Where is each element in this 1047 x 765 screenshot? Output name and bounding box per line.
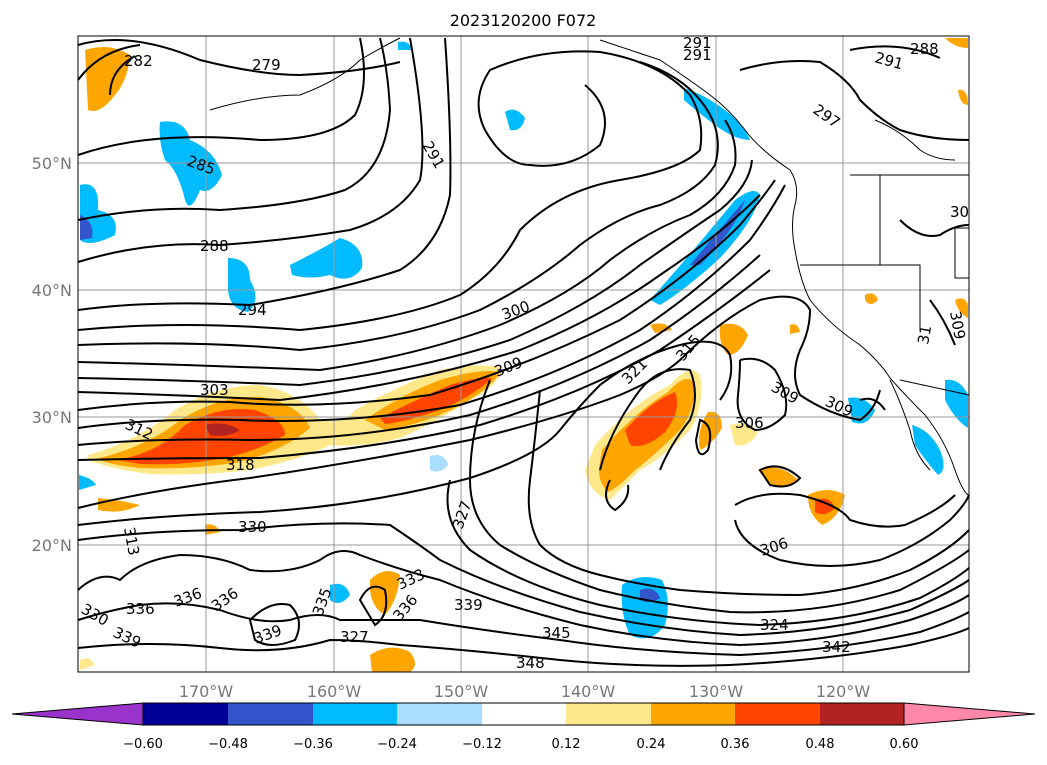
lat-label: 20°N [32,536,72,555]
colorbar: −0.60 −0.48 −0.36 −0.24 −0.12 0.12 0.24 … [11,702,1036,752]
lat-label: 40°N [32,281,72,300]
colorbar-extend-high [903,702,1036,726]
lat-label: 30°N [32,408,72,427]
contour-label: 306 [735,414,764,432]
contour-label: 318 [226,456,255,474]
colorbar-swatch [228,703,313,725]
lon-label: 140°W [561,682,616,701]
contour-label: 330 [238,518,267,536]
contour-label: 342 [822,638,851,656]
colorbar-tick: −0.24 [377,737,417,752]
contour-label: 313 [120,526,143,557]
contour-label: 303 [200,381,229,399]
lat-label: 50°N [32,154,72,173]
contour-label: 345 [542,624,571,642]
contour-label: 294 [238,301,267,319]
colorbar-tick: −0.60 [123,737,163,752]
contour-label: 291 [683,34,712,52]
lon-label: 120°W [816,682,871,701]
colorbar-swatch [143,703,228,725]
colorbar-swatch [397,703,482,725]
contour-label: 291 [683,46,712,64]
lon-label: 130°W [689,682,744,701]
lon-axis: 170°W 160°W 150°W 140°W 130°W 120°W [179,682,871,701]
colorbar-swatch [313,703,397,725]
contour-label: 282 [124,52,153,70]
colorbar-tick: 0.24 [637,737,666,752]
contour-label: 31 [914,324,935,346]
contour-label: 339 [454,596,483,614]
colorbar-tick: −0.48 [208,737,248,752]
contour-label: 309 [946,310,969,341]
colorbar-tick: 0.60 [890,737,919,752]
contour-label: 336 [126,600,155,618]
lon-label: 150°W [434,682,489,701]
colorbar-tick: 0.36 [721,737,750,752]
colorbar-tick: 0.48 [806,737,835,752]
lat-axis: 50°N 40°N 30°N 20°N [32,154,72,555]
colorbar-swatch [566,703,651,725]
graticule [78,36,969,672]
colorbar-extend-low [11,702,144,726]
contour-label: 324 [760,616,789,634]
contour-label: 288 [910,40,939,58]
lon-label: 160°W [307,682,362,701]
map-panel: 282 279 291 291 288 291 297 285 288 294 … [77,34,970,673]
colorbar-swatch [482,703,566,725]
contour-label: 288 [200,237,229,255]
height-contours [77,37,970,667]
figure-title: 2023120200 F072 [450,11,597,30]
colorbar-swatch [651,703,735,725]
coastlines [209,37,970,496]
colorbar-tick: −0.36 [293,737,333,752]
contour-label: 348 [516,654,545,672]
contour-label: 327 [340,628,369,646]
colorbar-tick: −0.12 [462,737,502,752]
colorbar-swatch [735,703,820,725]
colorbar-swatch [820,703,904,725]
colorbar-tick: 0.12 [552,737,581,752]
contour-label: 279 [252,56,281,74]
contour-label: 30 [950,203,969,221]
lon-label: 170°W [179,682,234,701]
